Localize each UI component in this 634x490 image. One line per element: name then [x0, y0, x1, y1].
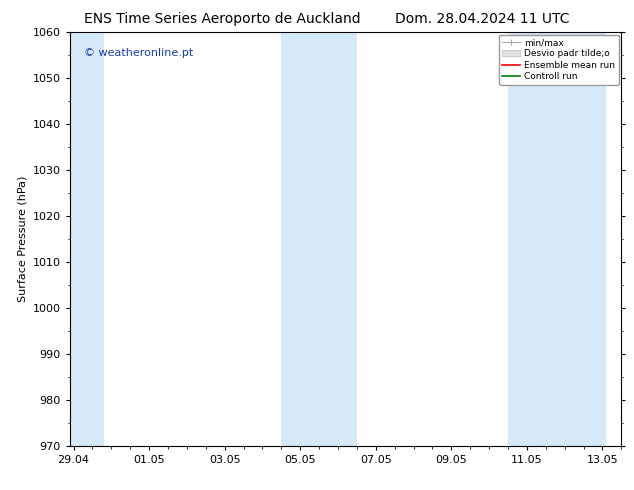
Text: Dom. 28.04.2024 11 UTC: Dom. 28.04.2024 11 UTC: [394, 12, 569, 26]
Bar: [508, 32, 546, 446]
Text: ENS Time Series Aeroporto de Auckland: ENS Time Series Aeroporto de Auckland: [84, 12, 360, 26]
Legend: min/max, Desvio padr tilde;o, Ensemble mean run, Controll run: min/max, Desvio padr tilde;o, Ensemble m…: [499, 35, 619, 85]
Bar: [70, 32, 104, 446]
Bar: [546, 32, 606, 446]
Bar: [281, 32, 357, 446]
Text: © weatheronline.pt: © weatheronline.pt: [84, 49, 193, 58]
Y-axis label: Surface Pressure (hPa): Surface Pressure (hPa): [17, 176, 27, 302]
